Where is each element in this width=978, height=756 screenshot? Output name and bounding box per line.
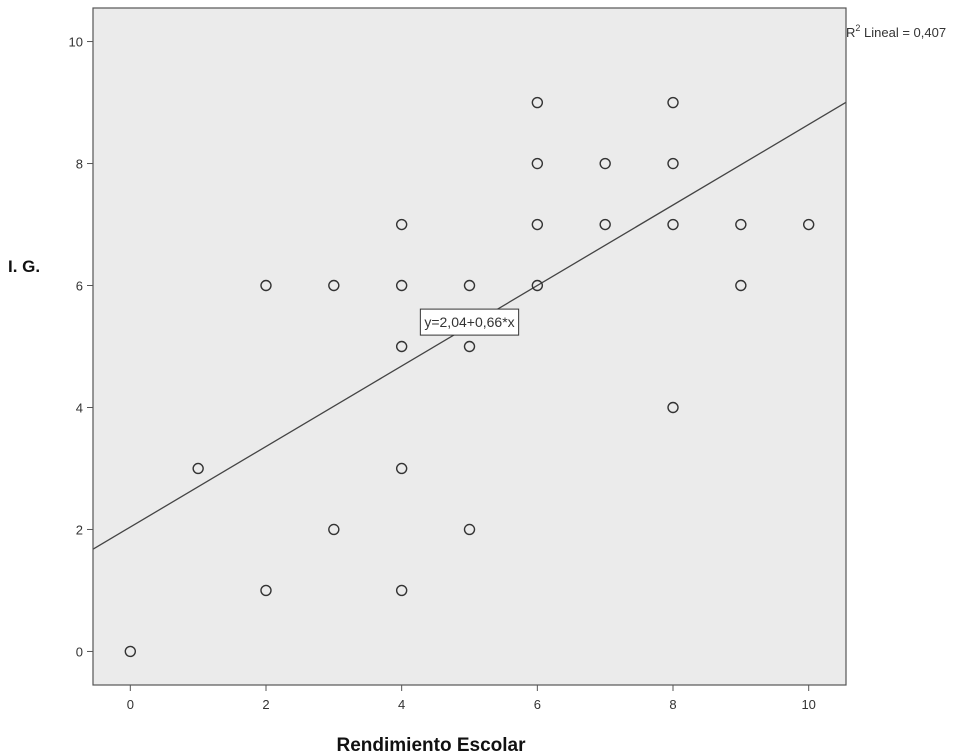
data-point: [531, 218, 544, 231]
data-point: [463, 523, 476, 536]
y-tick-label: 4: [76, 400, 83, 415]
data-point: [395, 218, 408, 231]
plot-frame: [92, 7, 847, 686]
r2-superscript: 2: [855, 23, 860, 33]
x-axis-title: Rendimiento Escolar: [337, 735, 527, 756]
y-tick-label: 6: [76, 279, 83, 294]
data-point: [735, 218, 747, 231]
x-tick-label: 4: [398, 697, 405, 712]
y-tick-label: 2: [76, 522, 83, 537]
data-point: [802, 218, 815, 231]
data-point: [395, 340, 408, 353]
data-point: [599, 218, 611, 231]
r2-text: Lineal = 0,407: [860, 25, 946, 40]
data-point: [531, 157, 544, 170]
r2-label: R2 Lineal = 0,407: [846, 23, 946, 40]
x-tick-label: 10: [801, 697, 815, 712]
data-point: [667, 157, 679, 170]
equation-box: [419, 308, 520, 336]
y-tick-label: 10: [69, 35, 83, 50]
data-point: [124, 645, 137, 658]
data-point: [599, 157, 611, 170]
axis-ticks: 0 2 4 6 8 10 0 2 4 6 8 10: [69, 35, 816, 712]
x-tick-label: 6: [534, 697, 541, 712]
data-point: [463, 340, 476, 353]
plot-background: [93, 8, 846, 685]
data-point: [395, 279, 408, 292]
data-point: [192, 462, 204, 475]
y-tick-label: 0: [76, 644, 83, 659]
data-point: [260, 584, 272, 597]
r2-prefix: R: [846, 25, 855, 40]
data-point: [395, 462, 408, 475]
data-point: [667, 96, 679, 109]
x-tick-label: 8: [669, 697, 676, 712]
data-point: [735, 279, 747, 292]
x-tick-label: 0: [127, 697, 134, 712]
data-point: [463, 279, 476, 292]
data-point: [260, 279, 272, 292]
x-tick-label: 2: [262, 697, 269, 712]
equation-text: y=2,04+0,66*x: [424, 314, 514, 330]
data-point: [328, 523, 340, 536]
data-point: [328, 279, 340, 292]
data-point: [667, 218, 679, 231]
equation-label: y=2,04+0,66*x: [419, 308, 520, 336]
data-points: [124, 96, 815, 658]
y-axis-title: I. G.: [8, 257, 40, 276]
data-point: [667, 401, 679, 414]
data-point: [531, 96, 544, 109]
data-point: [531, 279, 544, 292]
y-tick-label: 8: [76, 157, 83, 172]
data-point: [395, 584, 408, 597]
